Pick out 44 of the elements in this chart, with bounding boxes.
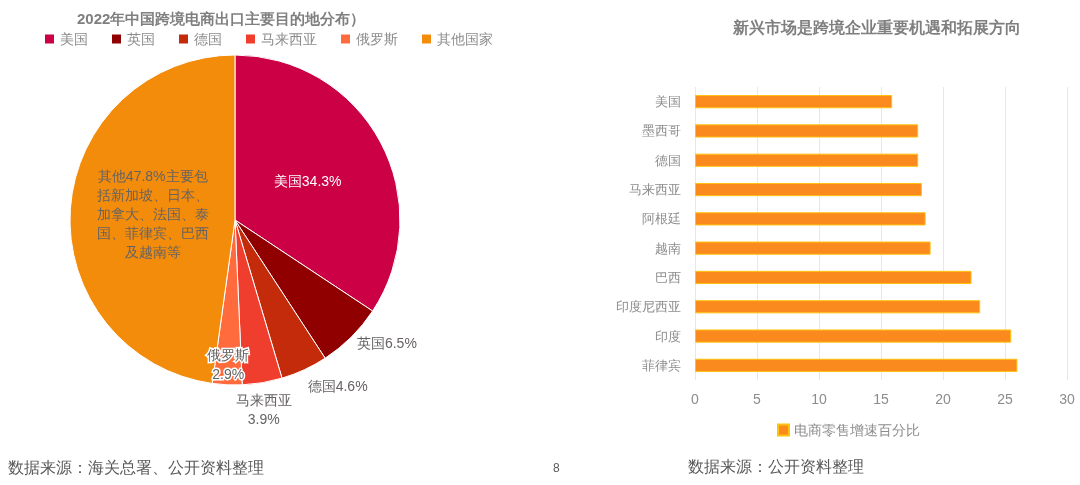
legend-label: 其他国家 — [437, 31, 493, 47]
y-tick-label: 马来西亚 — [629, 182, 681, 198]
x-tick-label: 10 — [811, 391, 827, 407]
chart-title: 2022年中国跨境电商出口主要目的地分布） — [77, 10, 366, 27]
bar — [695, 270, 972, 285]
y-tick-label: 菲律宾 — [642, 357, 681, 373]
source-note: 数据来源：海关总署、公开资料整理 — [8, 458, 264, 476]
data-label: 德国4.6% — [307, 378, 368, 395]
legend-label: 俄罗斯 — [356, 31, 398, 47]
x-tick-label: 30 — [1059, 391, 1075, 407]
bar — [695, 182, 922, 197]
bar — [695, 95, 893, 109]
x-tick-label: 0 — [691, 391, 700, 407]
source-note: 数据来源：公开资料整理 — [688, 457, 864, 475]
data-label: 马来西亚3.9% — [235, 392, 292, 428]
y-tick-label: 墨西哥 — [642, 123, 681, 139]
y-tick-label: 德国 — [655, 152, 681, 168]
bar — [695, 212, 926, 226]
y-tick-label: 越南 — [655, 240, 681, 256]
legend-label: 马来西亚 — [261, 31, 317, 47]
bar — [695, 153, 919, 167]
y-tick-label: 印度尼西亚 — [616, 299, 681, 315]
x-tick-label: 15 — [873, 391, 889, 407]
legend-label: 英国 — [127, 31, 155, 47]
y-tick-label: 美国 — [655, 94, 681, 110]
legend-label: 电商零售增速百分比 — [794, 422, 920, 438]
x-tick-label: 5 — [753, 391, 762, 407]
y-tick-label: 印度 — [655, 328, 681, 344]
bar — [695, 300, 981, 314]
bar — [695, 329, 1012, 343]
y-tick-label: 阿根廷 — [642, 211, 681, 227]
chart-title: 新兴市场是跨境企业重要机遇和拓展方向 — [732, 17, 1021, 36]
x-tick-label: 20 — [935, 391, 951, 407]
bar — [695, 124, 919, 138]
data-label: 英国6.5% — [356, 334, 417, 351]
data-label: 其他47.8%主要包括新加坡、日本、加拿大、法国、泰国、菲律宾、巴西及越南等 — [96, 168, 209, 261]
x-tick-label: 25 — [997, 391, 1013, 407]
legend-label: 美国 — [60, 31, 88, 47]
bar — [695, 358, 1018, 372]
legend-label: 德国 — [194, 31, 222, 47]
y-tick-label: 巴西 — [655, 269, 681, 285]
data-label: 美国34.3% — [273, 172, 342, 189]
bar — [695, 241, 931, 255]
text: 8 — [553, 461, 560, 475]
